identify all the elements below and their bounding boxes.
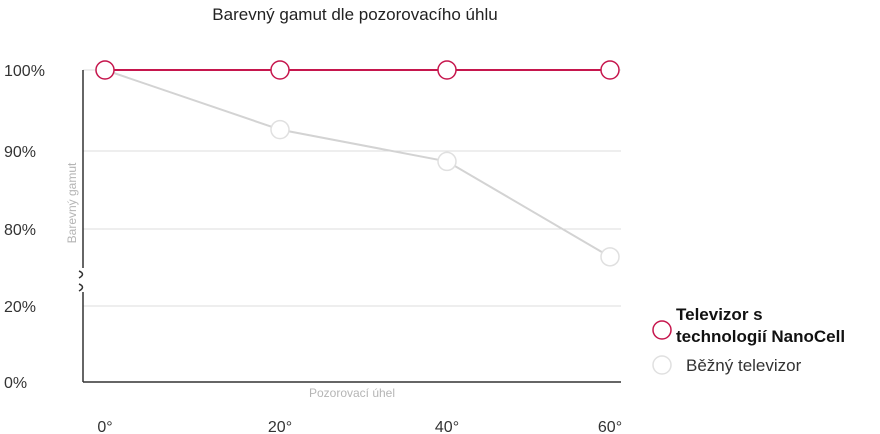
x-tick-label: 20° bbox=[268, 419, 292, 434]
axis-break-mark-bottom bbox=[78, 283, 84, 292]
x-tick-labels: 0° 20° 40° 60° bbox=[97, 419, 622, 434]
point-nanocell bbox=[270, 60, 290, 80]
legend-label-nanocell-line2: technologií NanoCell bbox=[676, 327, 845, 346]
point-nanocell bbox=[600, 60, 620, 80]
y-tick-label: 90% bbox=[4, 144, 36, 161]
series-line-regular bbox=[104, 69, 611, 258]
point-regular bbox=[437, 151, 457, 172]
y-tick-labels: 100% 90% 80% 20% 0% bbox=[4, 63, 45, 392]
series-layer bbox=[95, 60, 620, 267]
y-tick-label: 80% bbox=[4, 222, 36, 239]
legend: Televizor s technologií NanoCell Běžný t… bbox=[652, 305, 845, 375]
point-regular bbox=[270, 119, 290, 140]
legend-marker-regular bbox=[652, 355, 672, 375]
axis-break-mark-top bbox=[78, 270, 84, 279]
y-axis-label: Barevný gamut bbox=[65, 162, 79, 243]
legend-label-nanocell-line1: Televizor s bbox=[676, 305, 763, 324]
legend-label-regular: Běžný televizor bbox=[686, 356, 802, 375]
x-tick-label: 40° bbox=[435, 419, 459, 434]
x-tick-label: 60° bbox=[598, 419, 622, 434]
legend-marker-nanocell bbox=[652, 320, 672, 340]
chart-title: Barevný gamut dle pozorovacího úhlu bbox=[212, 5, 497, 24]
y-tick-label: 20% bbox=[4, 299, 36, 316]
y-tick-label: 100% bbox=[4, 63, 45, 80]
x-tick-label: 0° bbox=[97, 419, 112, 434]
x-axis-label: Pozorovací úhel bbox=[309, 386, 395, 400]
point-nanocell bbox=[437, 60, 457, 80]
gridlines bbox=[83, 69, 621, 307]
point-nanocell bbox=[95, 60, 115, 80]
point-regular bbox=[600, 247, 620, 267]
y-tick-label: 0% bbox=[4, 375, 27, 392]
